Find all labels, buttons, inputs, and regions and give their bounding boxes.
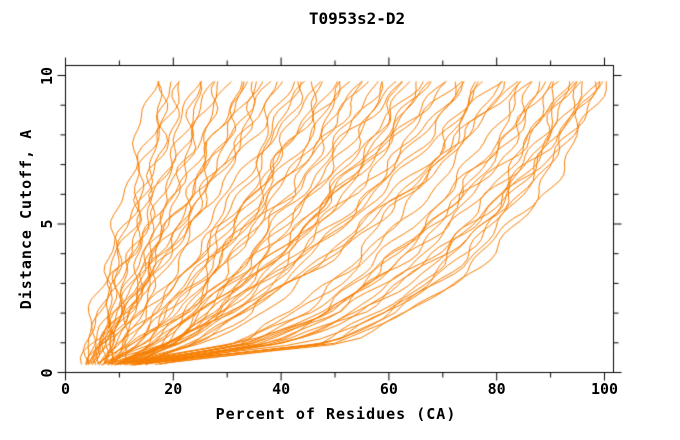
x-tick-label: 100: [590, 380, 619, 398]
y-axis-label: Distance Cutoff, A: [17, 128, 35, 310]
x-tick-label: 60: [379, 380, 398, 398]
x-axis-label: Percent of Residues (CA): [215, 405, 457, 423]
chart-title: T0953s2-D2: [308, 9, 406, 28]
x-tick-label: 80: [487, 380, 506, 398]
x-tick-label: 40: [272, 380, 291, 398]
y-tick-label: 10: [38, 66, 56, 85]
y-tick-label: 0: [38, 367, 56, 378]
x-tick-label: 20: [164, 380, 183, 398]
y-tick-label: 5: [38, 219, 56, 229]
x-tick-label: 0: [60, 380, 71, 398]
